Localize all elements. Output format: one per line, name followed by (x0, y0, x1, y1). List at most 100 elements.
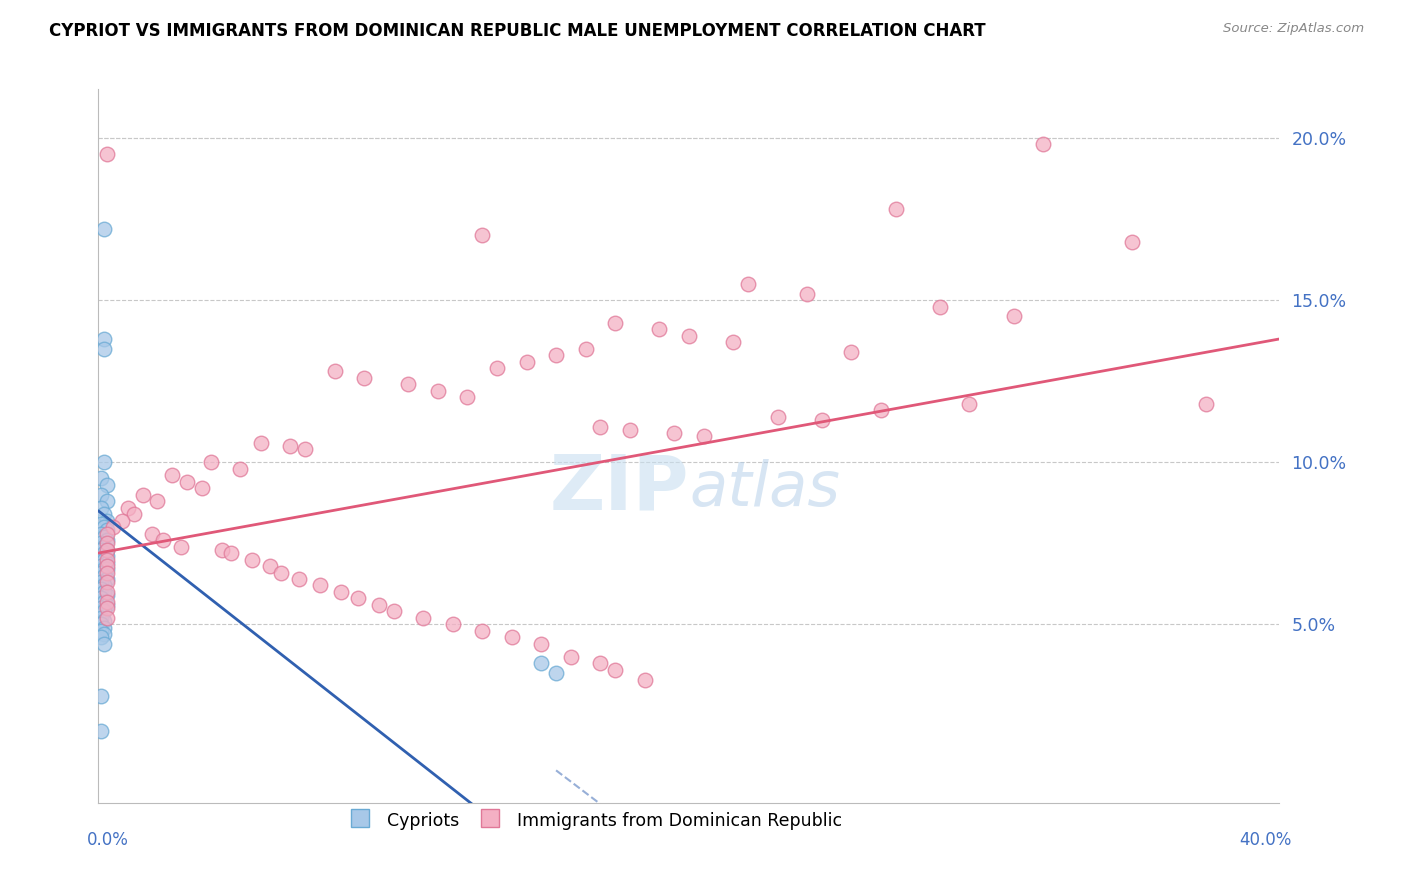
Point (96, 595, 118, 609)
Point (93, 540, 115, 554)
Text: ZIP: ZIP (550, 452, 689, 525)
Point (96, 588, 118, 602)
Point (589, 657, 612, 671)
Point (294, 442, 316, 457)
Point (1002, 310, 1025, 324)
Point (560, 649, 582, 664)
Point (93, 221, 115, 235)
Point (96, 601, 118, 615)
Point (96, 514, 118, 528)
Point (90, 611, 112, 625)
Point (96, 147, 118, 161)
Point (90, 559, 112, 574)
Point (90, 601, 112, 615)
Point (96, 478, 118, 492)
Point (90, 617, 112, 632)
Point (93, 637, 115, 651)
Point (96, 526, 118, 541)
Point (93, 332, 115, 346)
Point (176, 475, 198, 489)
Point (170, 540, 193, 554)
Point (146, 494, 169, 508)
Point (959, 397, 981, 411)
Point (96, 552, 118, 566)
Point (191, 481, 214, 495)
Point (90, 471, 112, 485)
Point (288, 572, 311, 586)
Point (90, 724, 112, 739)
Point (589, 419, 612, 434)
Point (96, 575, 118, 590)
Point (1121, 235, 1143, 249)
Point (619, 423, 641, 437)
Point (309, 578, 332, 592)
Point (427, 384, 450, 398)
Point (90, 516, 112, 531)
Point (810, 413, 832, 427)
Point (103, 520, 125, 534)
Point (132, 488, 155, 502)
Point (486, 361, 509, 376)
Point (96, 542, 118, 557)
Point (841, 345, 863, 359)
Point (471, 228, 494, 243)
Point (96, 556, 118, 570)
Point (678, 328, 700, 343)
Point (90, 582, 112, 596)
Point (929, 300, 952, 314)
Point (90, 488, 112, 502)
Point (229, 461, 252, 475)
Point (93, 546, 115, 560)
Text: CYPRIOT VS IMMIGRANTS FROM DOMINICAN REPUBLIC MALE UNEMPLOYMENT CORRELATION CHAR: CYPRIOT VS IMMIGRANTS FROM DOMINICAN REP… (49, 22, 986, 40)
Point (766, 409, 789, 424)
Point (96, 572, 118, 586)
Point (259, 559, 281, 574)
Point (605, 663, 627, 677)
Point (117, 500, 139, 515)
Point (90, 542, 112, 557)
Point (93, 342, 115, 356)
Text: 0.0%: 0.0% (87, 831, 128, 849)
Point (96, 562, 118, 576)
Point (90, 591, 112, 606)
Point (90, 689, 112, 703)
Point (90, 552, 112, 566)
Point (412, 611, 434, 625)
Point (605, 316, 627, 330)
Point (90, 536, 112, 550)
Point (93, 530, 115, 544)
Point (530, 637, 553, 651)
Point (723, 335, 745, 350)
Point (870, 403, 893, 417)
Point (575, 342, 598, 356)
Point (93, 568, 115, 582)
Point (382, 604, 405, 618)
Point (93, 627, 115, 641)
Point (353, 371, 375, 385)
Point (441, 617, 464, 632)
Point (93, 604, 115, 618)
Point (141, 526, 163, 541)
Point (530, 657, 553, 671)
Point (96, 566, 118, 580)
Point (280, 439, 302, 453)
Point (96, 524, 118, 538)
Point (111, 514, 134, 528)
Point (93, 562, 115, 576)
Point (664, 425, 686, 440)
Point (93, 455, 115, 469)
Point (122, 507, 145, 521)
Point (796, 286, 818, 301)
Point (546, 666, 568, 681)
Point (162, 468, 183, 483)
Point (96, 585, 118, 599)
Point (737, 277, 759, 291)
Point (96, 611, 118, 625)
Point (501, 631, 523, 645)
Point (96, 559, 118, 574)
Point (221, 546, 243, 560)
Point (1195, 397, 1218, 411)
Point (93, 578, 115, 592)
Text: Source: ZipAtlas.com: Source: ZipAtlas.com (1223, 22, 1364, 36)
Point (323, 364, 346, 378)
